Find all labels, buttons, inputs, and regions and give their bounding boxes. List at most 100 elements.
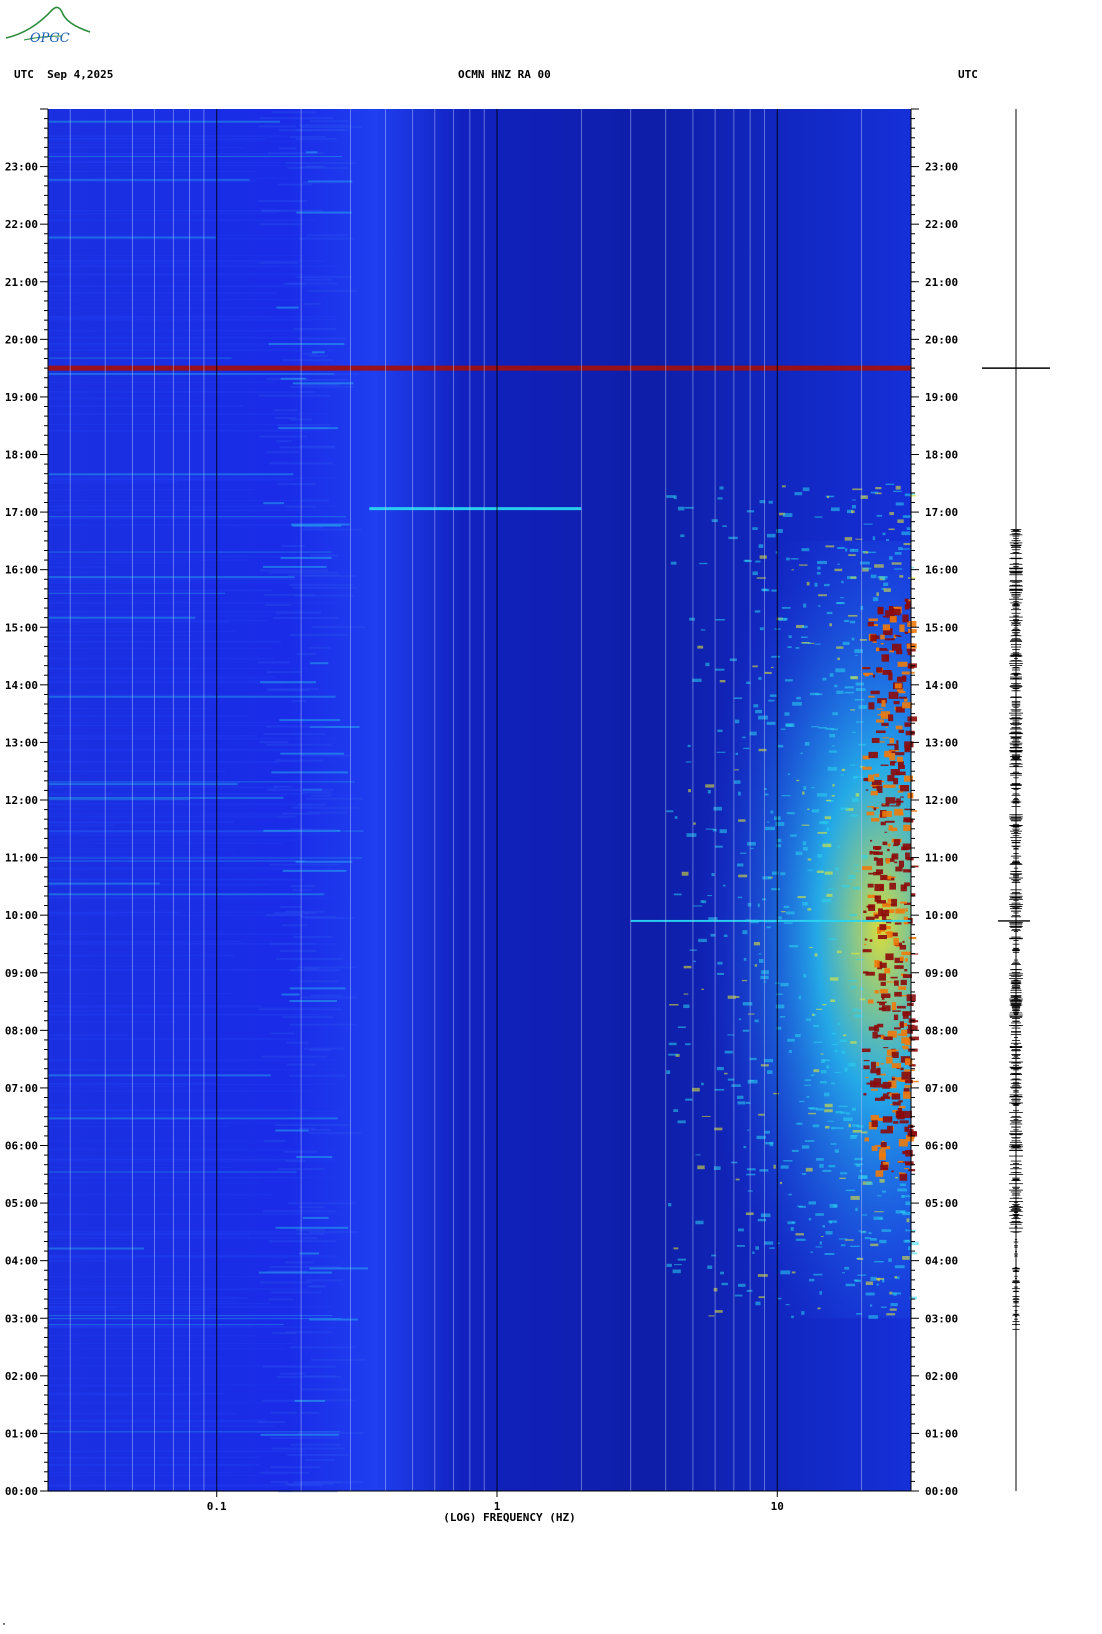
microseism-texture <box>302 788 323 791</box>
microseism-texture <box>300 980 338 983</box>
high-energy-texture <box>738 1283 746 1287</box>
peak-energy-patch <box>871 737 880 743</box>
x-tick-label: 10 <box>771 1500 784 1513</box>
microseism-texture <box>289 1074 346 1077</box>
microseism-texture <box>289 1346 357 1349</box>
high-energy-texture <box>805 1167 813 1172</box>
y-tick-label-right: 01:00 <box>925 1427 958 1440</box>
microseism-texture <box>274 759 324 762</box>
low-freq-streak <box>48 1014 318 1016</box>
high-energy-texture <box>868 1232 872 1235</box>
high-energy-texture <box>837 563 840 565</box>
low-freq-streak <box>48 897 357 899</box>
high-energy-texture <box>903 543 912 546</box>
high-energy-texture <box>897 1160 904 1163</box>
high-energy-texture <box>889 650 894 653</box>
high-energy-texture <box>822 1225 825 1228</box>
low-freq-streak <box>48 234 336 236</box>
low-freq-streak <box>48 1021 176 1023</box>
peak-energy-patch <box>881 722 889 726</box>
high-energy-texture <box>734 780 741 784</box>
high-energy-texture <box>894 1276 898 1279</box>
high-energy-texture <box>669 1003 679 1006</box>
low-freq-streak <box>48 1104 142 1106</box>
peak-energy-patch <box>867 621 874 627</box>
microseism-texture <box>306 797 363 800</box>
low-freq-streak <box>48 478 202 481</box>
high-energy-texture <box>836 602 844 604</box>
microseism-texture <box>287 167 348 170</box>
peak-energy-patch <box>867 999 874 1004</box>
y-tick-label-right: 06:00 <box>925 1140 958 1153</box>
microseism-texture <box>304 373 359 376</box>
high-energy-texture <box>735 1178 740 1181</box>
high-energy-texture <box>714 1088 725 1091</box>
peak-energy-patch <box>876 900 887 904</box>
high-energy-texture <box>816 1108 824 1111</box>
high-energy-texture <box>672 1269 681 1274</box>
low-freq-streak <box>48 1365 335 1367</box>
high-energy-texture <box>900 1211 906 1214</box>
high-energy-texture <box>898 1078 908 1082</box>
high-energy-texture <box>887 876 896 878</box>
high-energy-texture <box>865 1281 874 1285</box>
low-freq-streak <box>48 578 351 581</box>
peak-energy-patch <box>894 991 902 997</box>
peak-energy-patch <box>888 691 899 699</box>
microseism-texture <box>309 725 360 728</box>
high-energy-texture <box>854 1014 863 1018</box>
peak-energy-patch <box>899 1021 904 1028</box>
high-energy-texture <box>902 1255 910 1260</box>
microseism-texture <box>275 1123 351 1126</box>
high-energy-texture <box>795 647 800 649</box>
high-energy-texture <box>736 1245 745 1247</box>
low-freq-streak <box>48 993 234 995</box>
high-energy-texture <box>713 806 723 811</box>
low-freq-streak <box>48 1384 353 1386</box>
events-layer <box>48 365 911 922</box>
microseism-texture <box>292 806 359 809</box>
low-freq-streak <box>48 390 328 393</box>
low-freq-streak <box>48 1412 236 1415</box>
low-freq-streak <box>48 1254 339 1257</box>
high-energy-texture <box>760 1064 769 1067</box>
peak-energy-patch <box>899 1120 909 1124</box>
low-freq-streak <box>48 524 338 527</box>
microseism-texture <box>278 129 350 132</box>
peak-energy-patch <box>901 671 910 675</box>
microseism-texture <box>296 1156 333 1159</box>
high-energy-texture <box>826 1065 830 1069</box>
high-energy-texture <box>903 1239 912 1243</box>
microseism-texture <box>282 359 334 362</box>
high-energy-texture <box>862 949 872 953</box>
peak-energy-patch <box>871 1145 878 1151</box>
high-energy-texture <box>738 1018 742 1021</box>
high-energy-texture <box>775 822 785 826</box>
high-energy-texture <box>781 794 791 797</box>
high-energy-texture <box>882 1190 886 1193</box>
peak-energy-patch <box>907 621 917 627</box>
microseism-texture <box>306 151 318 154</box>
microseism-texture <box>268 343 345 346</box>
high-energy-texture <box>668 1203 672 1207</box>
high-energy-texture <box>817 605 821 607</box>
peak-energy-patch <box>885 953 894 961</box>
high-energy-texture <box>779 1181 783 1185</box>
high-energy-texture <box>848 979 858 982</box>
spectrogram-plot-area <box>48 109 919 1493</box>
high-energy-texture <box>891 1170 894 1173</box>
high-energy-texture <box>861 1131 868 1134</box>
high-energy-texture <box>860 1230 867 1234</box>
microseism-texture <box>264 1139 285 1142</box>
high-energy-texture <box>837 845 840 848</box>
high-energy-texture <box>715 668 725 671</box>
high-energy-texture <box>885 925 891 930</box>
high-energy-texture <box>894 1265 905 1269</box>
axes: 00:00 00:00 01:00 01:00 02:00 02:00 03:00 03:00… <box>5 108 958 1513</box>
high-energy-texture <box>778 617 787 621</box>
microseism-texture <box>302 1216 329 1219</box>
high-energy-texture <box>850 1041 857 1044</box>
low-freq-streak <box>48 582 161 584</box>
low-freq-streak <box>48 509 325 512</box>
high-energy-texture <box>826 893 833 897</box>
